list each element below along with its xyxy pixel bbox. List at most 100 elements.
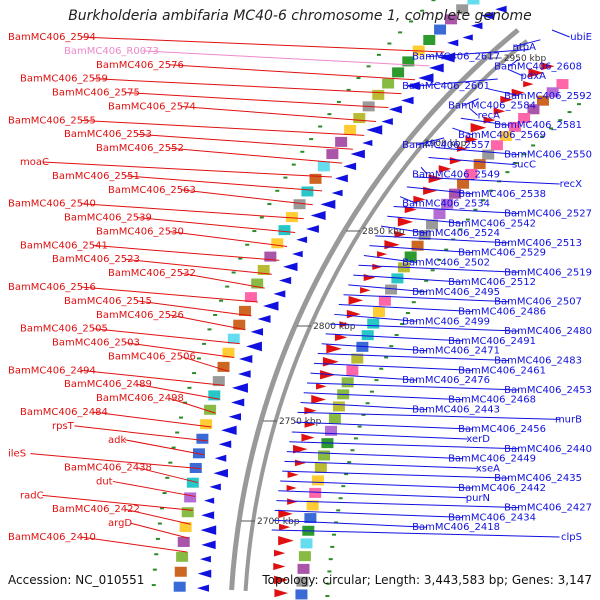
reverse-gene-label: BamMC406_2418 — [412, 522, 500, 533]
reverse-gene-mark — [335, 174, 348, 183]
gene-leader-line — [406, 186, 474, 195]
gene-leader-line — [417, 78, 498, 87]
forward-gene-label: adk — [108, 435, 126, 446]
gene-leader-line — [462, 98, 479, 107]
cog-feature-block — [473, 159, 486, 170]
tick-mark — [577, 103, 582, 106]
reverse-gene-label: BamMC406_2592 — [504, 91, 592, 102]
reverse-gene-mark — [232, 383, 248, 393]
cog-feature-block — [527, 104, 540, 115]
forward-gene-label: BamMC406_2526 — [96, 310, 184, 321]
cog-feature-block — [173, 581, 186, 592]
gene-leader-line — [427, 49, 530, 58]
cog-feature-block — [556, 79, 569, 90]
reverse-gene-mark — [228, 413, 241, 421]
kbp-label: 2850 kbp — [362, 227, 405, 237]
reverse-gene-mark — [218, 440, 232, 449]
tick-mark — [409, 20, 414, 23]
cog-feature-block — [204, 404, 217, 415]
tick-mark — [318, 125, 323, 128]
gene-leader-line — [358, 264, 520, 273]
gene-leader-line — [80, 536, 187, 553]
reverse-gene-label: BamMC406_2557 — [402, 140, 490, 151]
gene-leader-line — [399, 196, 418, 205]
reverse-gene-label: BamMC406_2440 — [504, 444, 592, 455]
cog-feature-block — [251, 278, 264, 289]
forward-gene-mark — [377, 251, 388, 258]
tick-mark — [202, 342, 207, 345]
gene-leader-line — [80, 203, 304, 220]
tick-mark — [346, 88, 351, 91]
gene-leader-line — [321, 343, 428, 352]
reverse-gene-mark — [201, 540, 216, 550]
forward-gene-label: BamMC406_2551 — [52, 171, 140, 182]
forward-gene-mark — [541, 62, 555, 71]
cog-feature-block — [411, 240, 424, 251]
reverse-gene-label: BamMC406_2608 — [494, 61, 582, 72]
cog-feature-block — [434, 24, 447, 35]
reverse-gene-label: BamMC406_2542 — [448, 218, 536, 229]
forward-gene-label: BamMC406_2506 — [108, 351, 196, 362]
forward-gene-mark — [348, 295, 364, 305]
reverse-gene-mark — [257, 315, 271, 323]
gene-leader-line — [282, 470, 510, 479]
tick-mark — [384, 356, 389, 359]
tick-mark — [252, 230, 257, 233]
cog-feature-block — [271, 238, 284, 249]
cog-feature-block — [341, 377, 354, 388]
reverse-gene-mark — [238, 354, 253, 363]
cog-feature-block — [361, 330, 374, 341]
forward-gene-mark — [394, 230, 407, 238]
tick-mark — [481, 199, 486, 202]
tick-mark — [344, 473, 349, 476]
cog-feature-block — [351, 353, 364, 364]
tick-mark — [213, 314, 218, 317]
reverse-gene-label: BamMC406_2513 — [494, 238, 582, 249]
cog-feature-block — [418, 230, 431, 241]
cog-feature-block — [367, 318, 380, 329]
gene-leader-line — [420, 166, 428, 175]
gene-leader-line — [436, 147, 520, 156]
reverse-gene-label: recX — [560, 179, 583, 190]
forward-gene-mark — [346, 309, 361, 319]
tick-mark — [165, 476, 170, 479]
cog-feature-block — [264, 251, 277, 262]
tick-mark — [366, 65, 371, 68]
gene-leader-line — [124, 175, 323, 192]
tick-mark — [154, 553, 159, 556]
gene-leader-line — [297, 411, 560, 420]
gene-leader-line — [314, 362, 474, 371]
gene-leader-line — [274, 509, 464, 518]
reverse-gene-mark — [350, 149, 365, 159]
tick-mark — [259, 216, 264, 219]
forward-gene-mark — [294, 459, 306, 467]
tick-mark — [505, 171, 510, 174]
forward-gene-label: BamMC406_2539 — [64, 213, 152, 224]
reverse-gene-mark — [405, 81, 420, 90]
forward-gene-mark — [334, 333, 348, 341]
tick-mark — [178, 416, 183, 419]
gene-leader-line — [136, 217, 296, 234]
gene-leader-line — [124, 92, 389, 109]
tick-mark — [558, 119, 563, 122]
gene-leader-line — [306, 382, 520, 391]
forward-gene-mark — [456, 145, 468, 152]
cog-feature-block — [467, 0, 480, 5]
forward-gene-mark — [413, 195, 426, 204]
reverse-gene-mark — [292, 250, 303, 258]
forward-gene-mark — [493, 107, 506, 115]
cog-feature-block — [212, 376, 225, 387]
gene-leader-line — [369, 245, 474, 254]
reverse-gene-label: BamMC406_2456 — [458, 424, 546, 435]
reverse-gene-label: BamMC406_2443 — [412, 405, 500, 416]
reverse-gene-label: BamMC406_2502 — [402, 257, 490, 268]
reverse-gene-mark — [429, 63, 444, 73]
gene-leader-line — [180, 272, 265, 289]
forward-gene-mark — [274, 575, 289, 585]
forward-gene-mark — [523, 81, 534, 88]
reverse-gene-mark — [273, 290, 286, 298]
gene-leader-line — [513, 39, 541, 48]
kbp-label: 2700 kbp — [257, 517, 300, 527]
reverse-gene-label: murB — [555, 414, 582, 425]
